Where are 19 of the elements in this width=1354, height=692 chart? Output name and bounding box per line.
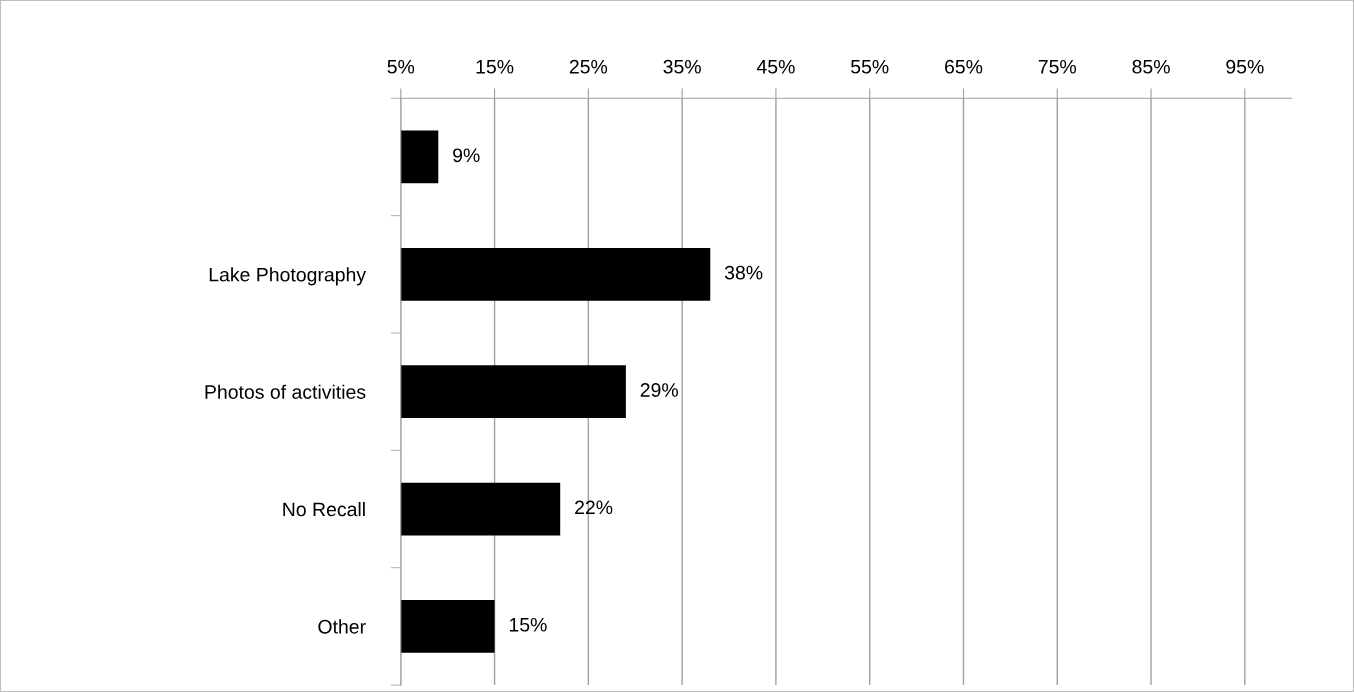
x-tick-label: 55% [851, 59, 889, 74]
x-tick-label: 25% [569, 59, 608, 74]
x-tick-label: 95% [1226, 59, 1264, 74]
x-tick-label: 5% [387, 59, 415, 74]
data-label: 38% [724, 265, 763, 280]
data-label: 29% [640, 383, 678, 397]
x-tick-label: 35% [663, 59, 701, 74]
y-tick-label: No Recall [283, 501, 365, 517]
y-tick-label: Photos of activities [205, 384, 366, 399]
data-label: 15% [509, 617, 547, 632]
data-label: 22% [575, 500, 613, 515]
y-tick-label: Other [318, 619, 366, 634]
x-tick-label: 65% [945, 59, 983, 74]
y-tick-label: Lake Photography [209, 267, 367, 286]
x-tick-label: 75% [1038, 59, 1077, 74]
x-tick-label: 15% [476, 59, 514, 74]
x-tick-label: 45% [756, 59, 795, 74]
x-tick-label: 85% [1132, 59, 1170, 74]
data-label: 9% [453, 148, 480, 163]
